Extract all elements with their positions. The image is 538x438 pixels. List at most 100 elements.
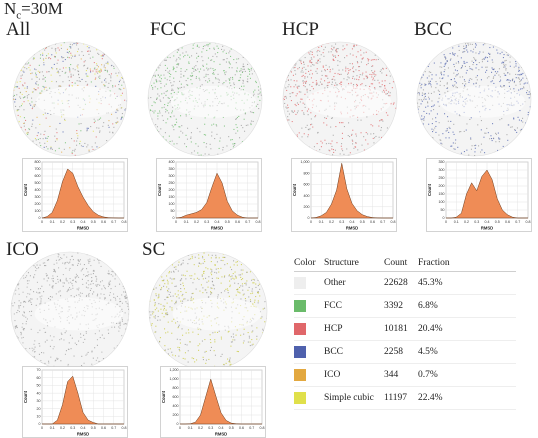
density-point xyxy=(233,144,235,146)
density-point xyxy=(390,46,392,48)
density-point xyxy=(313,56,315,58)
density-point xyxy=(131,341,132,342)
density-point xyxy=(59,258,61,260)
density-point xyxy=(131,145,132,146)
density-point xyxy=(294,70,296,72)
density-point xyxy=(31,72,33,74)
density-point xyxy=(429,42,431,43)
density-point xyxy=(100,281,102,283)
density-point xyxy=(143,100,144,101)
density-point xyxy=(495,152,497,154)
density-point xyxy=(522,121,524,123)
density-point xyxy=(79,292,81,294)
density-point xyxy=(41,46,43,48)
density-point xyxy=(417,69,418,71)
density-point xyxy=(356,153,358,155)
density-point xyxy=(352,143,354,145)
density-point xyxy=(486,127,488,129)
density-point xyxy=(531,78,532,79)
density-point xyxy=(144,103,145,104)
density-point xyxy=(394,57,396,59)
density-point xyxy=(328,149,330,151)
density-point xyxy=(127,360,129,362)
density-point xyxy=(114,326,116,328)
density-point xyxy=(183,56,185,58)
density-point xyxy=(28,41,29,42)
density-point xyxy=(435,43,437,45)
density-point xyxy=(11,145,12,146)
density-point xyxy=(61,151,63,153)
density-point xyxy=(128,85,129,86)
density-point xyxy=(478,53,480,55)
density-point xyxy=(17,86,19,88)
density-point xyxy=(425,45,427,47)
density-point xyxy=(230,85,232,87)
density-point xyxy=(160,87,162,89)
density-point xyxy=(89,68,91,70)
density-point xyxy=(452,53,454,55)
density-point xyxy=(356,78,358,80)
density-point xyxy=(291,110,293,112)
density-point xyxy=(12,98,13,99)
density-point xyxy=(340,73,342,75)
density-point xyxy=(262,71,263,72)
density-point xyxy=(13,71,14,73)
density-point xyxy=(48,43,50,45)
density-point xyxy=(190,132,192,134)
density-point xyxy=(373,59,375,61)
density-point xyxy=(26,68,28,70)
density-point xyxy=(58,49,60,51)
density-point xyxy=(438,97,440,99)
density-point xyxy=(173,115,175,117)
density-point xyxy=(16,72,18,74)
density-point xyxy=(299,101,301,103)
density-point xyxy=(208,153,210,155)
density-point xyxy=(76,140,78,142)
density-point xyxy=(418,152,420,154)
density-point xyxy=(91,280,93,282)
density-point xyxy=(48,45,50,47)
density-point xyxy=(115,62,117,64)
density-point xyxy=(30,289,32,291)
density-point xyxy=(98,155,100,156)
density-point xyxy=(410,81,411,82)
density-point xyxy=(491,140,493,142)
density-point xyxy=(277,142,278,143)
density-point xyxy=(269,84,270,85)
density-point xyxy=(70,295,72,297)
density-point xyxy=(143,71,144,72)
density-point xyxy=(43,64,45,66)
density-point xyxy=(523,87,525,89)
density-point xyxy=(278,139,279,140)
density-point xyxy=(12,144,13,145)
density-point xyxy=(267,129,268,130)
density-point xyxy=(77,67,79,69)
density-point xyxy=(61,70,63,72)
density-point xyxy=(164,59,166,61)
density-point xyxy=(412,121,413,122)
density-point xyxy=(6,355,7,356)
density-point xyxy=(465,72,467,74)
density-point xyxy=(100,265,102,267)
density-point xyxy=(164,150,166,152)
density-point xyxy=(42,52,44,54)
density-point xyxy=(97,293,99,295)
density-point xyxy=(379,149,381,151)
density-point xyxy=(95,71,97,73)
density-point xyxy=(24,361,26,363)
density-point xyxy=(292,92,294,94)
density-point xyxy=(166,142,168,144)
density-point xyxy=(513,80,515,82)
density-point xyxy=(519,110,521,112)
density-point xyxy=(129,146,130,147)
density-point xyxy=(7,303,8,304)
density-point xyxy=(432,105,434,107)
density-point xyxy=(120,261,122,263)
density-point xyxy=(14,70,16,72)
density-point xyxy=(322,52,324,54)
density-point xyxy=(42,251,43,252)
density-point xyxy=(427,144,429,146)
density-point xyxy=(41,71,43,73)
density-point xyxy=(278,91,279,92)
density-point xyxy=(529,93,531,95)
